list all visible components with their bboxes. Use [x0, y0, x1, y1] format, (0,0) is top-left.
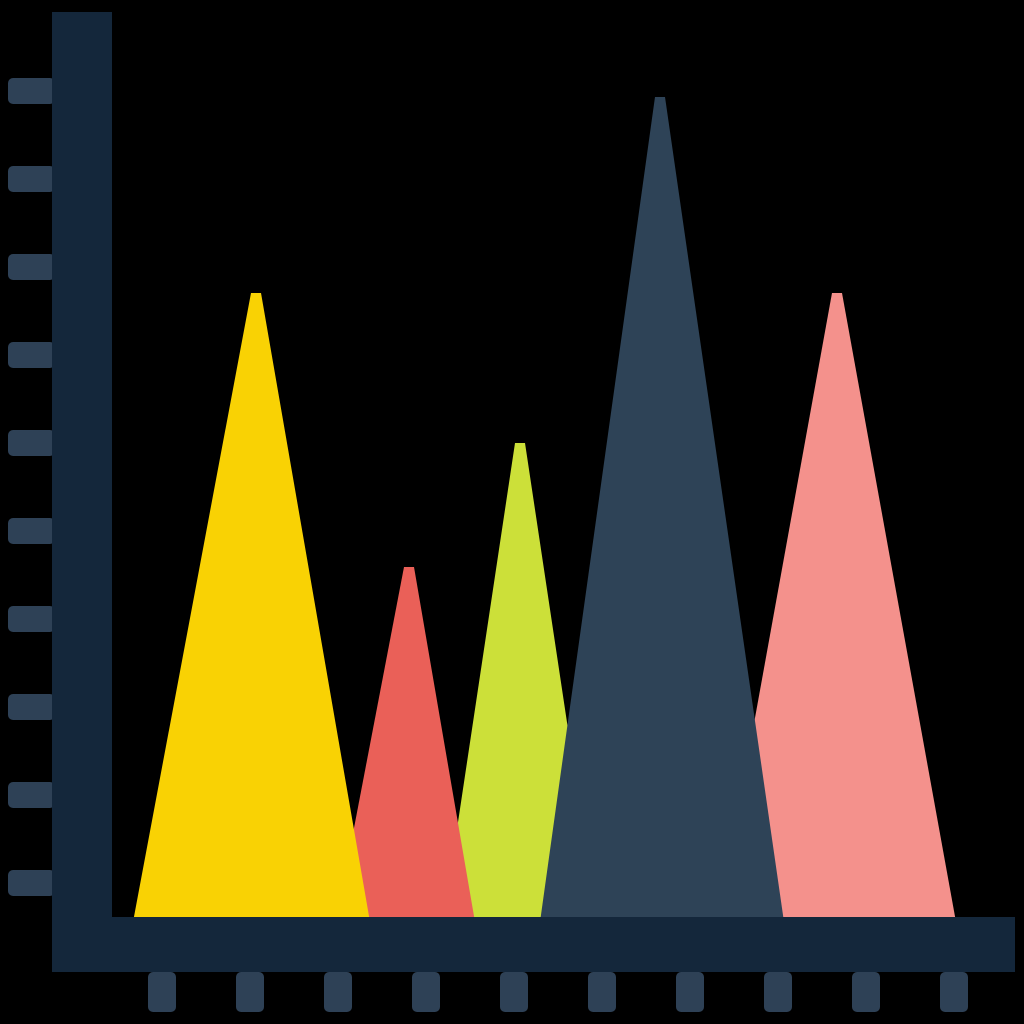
y-axis-tick	[8, 782, 55, 808]
peak-pink	[718, 293, 956, 922]
peak-yellow	[133, 293, 370, 922]
peak-navy	[540, 97, 784, 922]
x-axis-tick	[940, 972, 968, 1012]
x-axis-tick	[500, 972, 528, 1012]
y-axis-tick	[8, 254, 55, 280]
x-axis-tick	[412, 972, 440, 1012]
y-axis-tick	[8, 342, 55, 368]
x-axis-tick	[588, 972, 616, 1012]
y-axis-tick	[8, 606, 55, 632]
peak-red	[336, 567, 475, 922]
y-axis-tick	[8, 694, 55, 720]
y-axis-tick	[8, 518, 55, 544]
y-axis-bar	[52, 12, 112, 972]
x-axis-tick	[236, 972, 264, 1012]
x-axis-tick	[852, 972, 880, 1012]
x-axis-tick	[148, 972, 176, 1012]
x-axis-tick	[764, 972, 792, 1012]
y-axis-tick	[8, 430, 55, 456]
x-axis-bar	[52, 917, 1015, 972]
x-axis-tick	[324, 972, 352, 1012]
y-axis-tick	[8, 870, 55, 896]
y-axis-tick	[8, 78, 55, 104]
x-axis-tick	[676, 972, 704, 1012]
y-axis-tick	[8, 166, 55, 192]
